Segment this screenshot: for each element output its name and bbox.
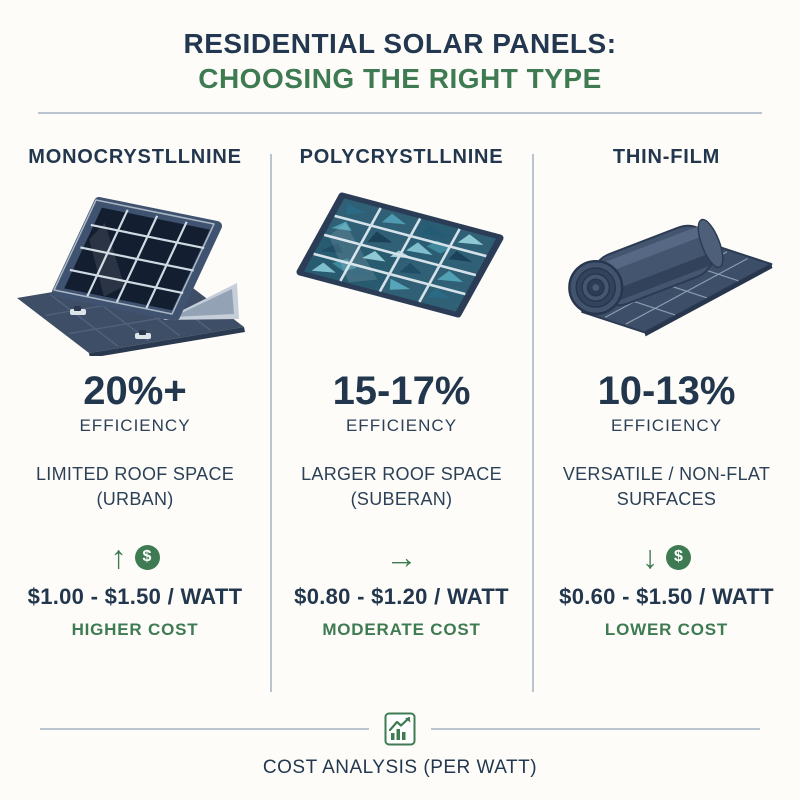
dollar-badge-icon: $ xyxy=(134,544,160,570)
efficiency-value: 15-17% xyxy=(332,369,471,413)
thin-film-illustration xyxy=(545,179,789,357)
mono-panel-illustration xyxy=(13,179,257,357)
efficiency-label: EFFICIENCY xyxy=(345,416,458,435)
use-case-text: LIMITED ROOF SPACE (URBAN) xyxy=(35,464,235,510)
comparison-section: MONOCRYSTLLNINE xyxy=(0,114,800,714)
column-title: THIN-FILM xyxy=(612,146,721,168)
column-polycrystalline: POLYCRYSTLLNINE xyxy=(270,114,533,714)
column-thin-film: THIN-FILM xyxy=(533,114,800,714)
price-range: $1.00 - $1.50 / WATT xyxy=(27,584,243,610)
column-monocrystalline: MONOCRYSTLLNINE xyxy=(0,114,270,714)
price-range: $0.60 - $1.50 / WATT xyxy=(559,584,774,610)
footer-divider xyxy=(40,712,760,746)
cost-label: LOWER COST xyxy=(604,620,729,640)
arrow-up-icon: ↑ xyxy=(110,539,127,576)
page-title: RESIDENTIAL SOLAR PANELS: xyxy=(183,28,617,59)
efficiency-label: EFFICIENCY xyxy=(79,416,191,435)
column-title: POLYCRYSTLLNINE xyxy=(299,146,504,168)
cost-label: MODERATE COST xyxy=(322,620,481,640)
cost-trend-row: ↓ $ xyxy=(642,538,691,576)
arrow-down-icon: ↓ xyxy=(642,539,658,576)
footer-section: COST ANALYSIS (PER WATT) xyxy=(0,712,800,779)
page-subtitle: CHOOSING THE RIGHT TYPE xyxy=(198,63,602,94)
mosaic-solar-panel-icon xyxy=(282,180,522,356)
dollar-badge-icon: $ xyxy=(666,544,691,570)
efficiency-value: 10-13% xyxy=(597,369,736,413)
column-divider-2 xyxy=(532,154,534,692)
use-case-text: LARGER ROOF SPACE (SUBERAN) xyxy=(301,464,502,510)
column-divider-1 xyxy=(270,154,272,692)
footer-divider-line-right xyxy=(431,728,760,730)
header-divider xyxy=(38,112,762,114)
cost-label: HIGHER COST xyxy=(71,620,199,640)
footer-divider-line-left xyxy=(40,728,369,730)
poly-panel-illustration xyxy=(280,179,524,357)
tilted-solar-panel-icon xyxy=(15,180,255,356)
rolled-mat-icon xyxy=(545,218,789,356)
column-title: MONOCRYSTLLNINE xyxy=(28,146,242,168)
cost-trend-row: ↑ $ xyxy=(111,538,160,576)
use-case-text: VERSATILE / NON-FLAT SURFACES xyxy=(562,464,771,510)
efficiency-value: 20%+ xyxy=(83,369,187,413)
page-header: RESIDENTIAL SOLAR PANELS: CHOOSING THE R… xyxy=(0,0,800,95)
price-range: $0.80 - $1.20 / WATT xyxy=(294,584,509,610)
footer-label: COST ANALYSIS (PER WATT) xyxy=(262,757,538,778)
efficiency-label: EFFICIENCY xyxy=(610,416,723,435)
bar-chart-icon xyxy=(384,712,416,746)
arrow-right-icon: → xyxy=(385,539,418,576)
cost-trend-row: → xyxy=(386,538,418,576)
